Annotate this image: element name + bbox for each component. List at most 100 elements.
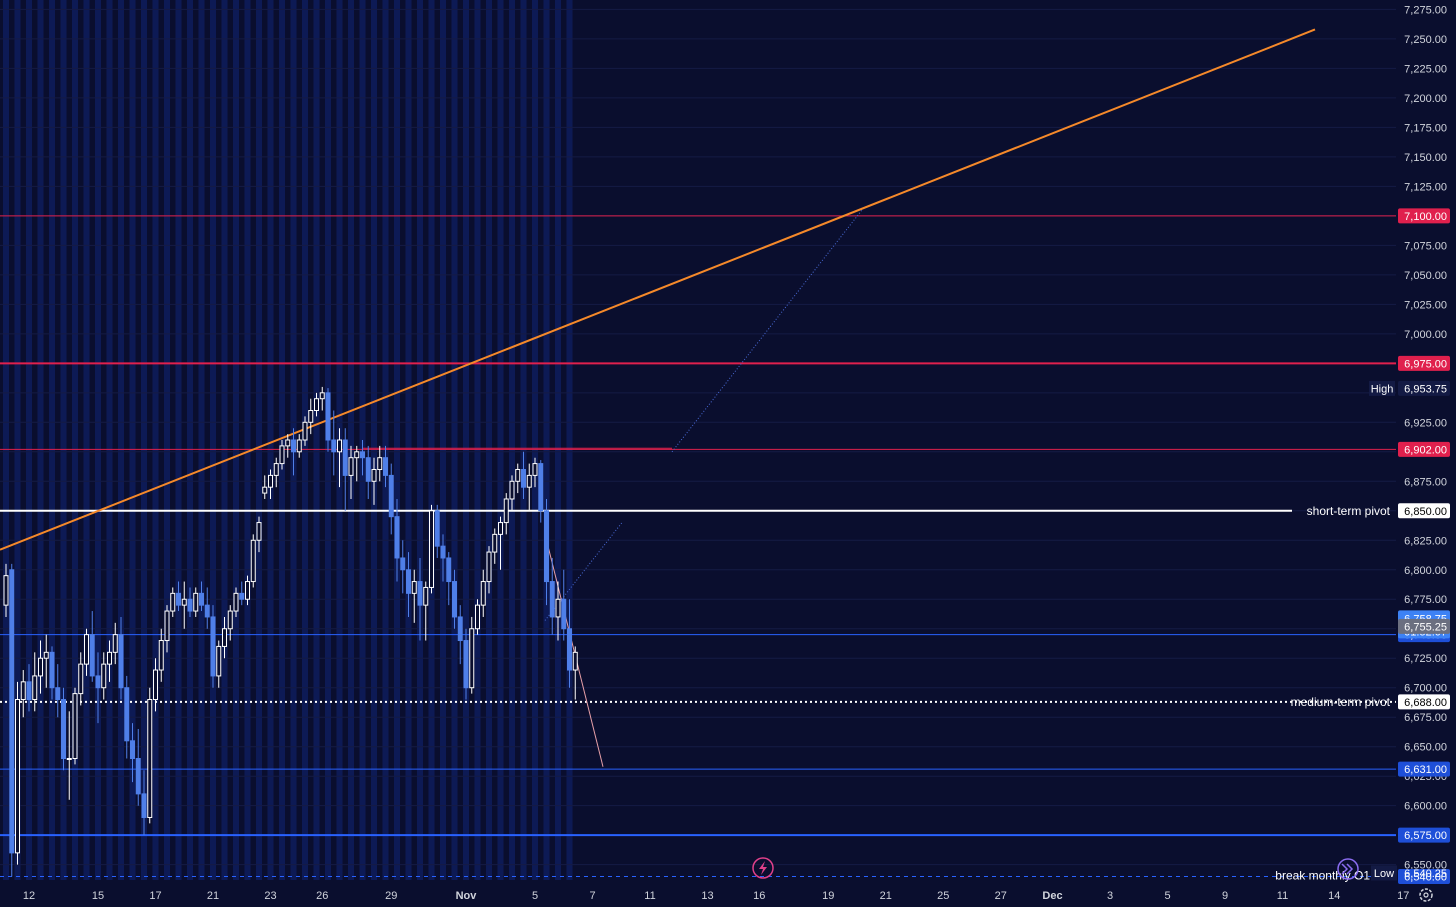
candle[interactable]	[348, 445, 354, 499]
candle[interactable]	[147, 687, 153, 824]
candle[interactable]	[532, 457, 538, 488]
candle[interactable]	[135, 729, 141, 806]
candle[interactable]	[210, 605, 216, 688]
candle[interactable]	[112, 622, 118, 665]
candle[interactable]	[32, 652, 38, 712]
candle[interactable]	[365, 445, 371, 499]
candle[interactable]	[354, 445, 360, 482]
candle[interactable]	[383, 445, 388, 488]
candle[interactable]	[227, 605, 233, 641]
candle[interactable]	[118, 616, 124, 700]
candle[interactable]	[78, 652, 84, 706]
candle[interactable]	[555, 581, 561, 641]
candle[interactable]	[130, 723, 135, 783]
candle[interactable]	[3, 563, 9, 617]
candle[interactable]	[61, 687, 66, 771]
candle[interactable]	[187, 587, 193, 617]
fast-forward-icon[interactable]	[1337, 858, 1359, 880]
candle[interactable]	[170, 587, 176, 617]
candle[interactable]	[124, 675, 130, 759]
projection-line[interactable]	[671, 209, 863, 453]
candle[interactable]	[342, 428, 348, 511]
candle[interactable]	[239, 581, 245, 606]
candle[interactable]	[153, 658, 158, 712]
candle[interactable]	[314, 392, 319, 417]
settings-icon[interactable]	[1419, 888, 1433, 902]
candle[interactable]	[199, 581, 204, 612]
candle[interactable]	[158, 628, 164, 682]
candle[interactable]	[452, 569, 457, 629]
candle[interactable]	[72, 687, 78, 765]
candle[interactable]	[38, 640, 43, 694]
candle[interactable]	[463, 628, 469, 700]
candle[interactable]	[400, 540, 406, 594]
candle[interactable]	[331, 410, 337, 476]
candle[interactable]	[107, 640, 112, 682]
candle[interactable]	[394, 498, 400, 582]
candle[interactable]	[371, 457, 377, 505]
candle[interactable]	[515, 463, 521, 494]
candle[interactable]	[446, 552, 452, 606]
candle[interactable]	[20, 670, 26, 718]
candle[interactable]	[268, 469, 273, 499]
candle[interactable]	[141, 770, 147, 836]
candle[interactable]	[377, 445, 383, 482]
candle[interactable]	[204, 587, 210, 629]
candle[interactable]	[95, 652, 101, 724]
candle[interactable]	[26, 664, 32, 712]
candle[interactable]	[567, 599, 572, 688]
candle[interactable]	[256, 516, 262, 553]
candle[interactable]	[49, 646, 55, 700]
candle[interactable]	[480, 569, 486, 617]
candle[interactable]	[89, 611, 95, 682]
candle[interactable]	[101, 652, 107, 700]
candle[interactable]	[55, 664, 61, 718]
candle[interactable]	[84, 628, 89, 676]
candle[interactable]	[325, 388, 331, 452]
candle[interactable]	[262, 475, 268, 499]
candle[interactable]	[285, 434, 291, 458]
candle[interactable]	[411, 569, 417, 623]
candle[interactable]	[181, 581, 187, 629]
candle[interactable]	[572, 646, 578, 700]
candle[interactable]	[434, 504, 440, 558]
candle[interactable]	[457, 605, 463, 665]
candle[interactable]	[9, 563, 15, 877]
candle[interactable]	[526, 463, 532, 511]
candle[interactable]	[302, 416, 308, 446]
candle[interactable]	[250, 534, 256, 588]
candle[interactable]	[43, 634, 49, 688]
candle[interactable]	[503, 493, 509, 535]
candle[interactable]	[423, 581, 429, 641]
candle[interactable]	[216, 640, 222, 688]
candle[interactable]	[509, 475, 515, 511]
candle[interactable]	[193, 587, 199, 617]
candle[interactable]	[279, 440, 285, 470]
candle[interactable]	[561, 569, 567, 641]
candle[interactable]	[245, 575, 250, 606]
candle[interactable]	[222, 616, 227, 659]
candle[interactable]	[337, 428, 342, 488]
candle[interactable]	[486, 546, 492, 594]
candle[interactable]	[388, 463, 394, 535]
candle[interactable]	[417, 557, 423, 641]
ascending-trendline[interactable]	[0, 28, 1316, 551]
candle[interactable]	[498, 516, 503, 570]
lightning-icon[interactable]	[752, 857, 774, 879]
candle[interactable]	[233, 587, 239, 617]
candle[interactable]	[429, 504, 434, 594]
candle[interactable]	[176, 581, 181, 612]
candle[interactable]	[475, 599, 480, 635]
candle[interactable]	[319, 386, 325, 411]
candle[interactable]	[440, 534, 446, 582]
candle[interactable]	[538, 460, 544, 523]
candle[interactable]	[549, 557, 555, 635]
candle[interactable]	[360, 440, 365, 476]
candle[interactable]	[15, 681, 20, 865]
candle[interactable]	[66, 711, 72, 800]
candle[interactable]	[296, 434, 302, 458]
candle[interactable]	[521, 451, 526, 499]
candle[interactable]	[469, 616, 475, 694]
